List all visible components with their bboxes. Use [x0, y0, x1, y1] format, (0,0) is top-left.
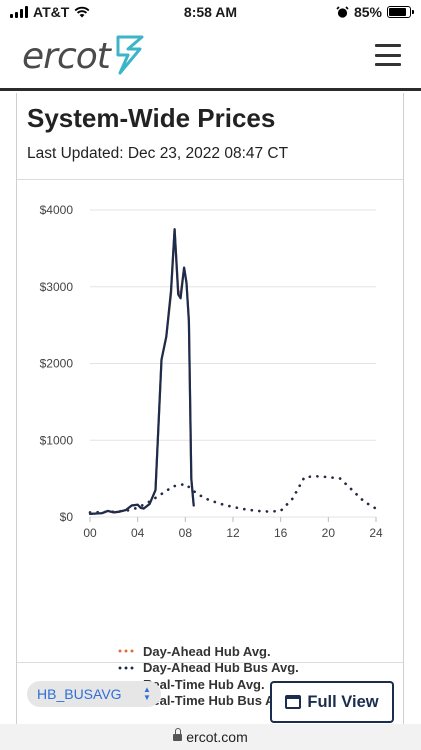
price-chart-svg: $0 $1000 $2000 $3000 $4000 00 04 08 12 16 20 24: [40, 203, 383, 540]
site-header: ercot: [0, 28, 421, 90]
chevron-updown-icon: ▲ ▼: [143, 685, 151, 702]
carrier-label: AT&T: [33, 4, 70, 20]
legend-label: Real-Time Hub Bus Avg.: [143, 693, 293, 709]
alarm-icon: [336, 5, 349, 18]
y-tick-label: $0: [60, 510, 74, 524]
window-icon: [285, 695, 302, 709]
y-tick-label: $3000: [40, 280, 74, 294]
browser-url-bar[interactable]: ercot.com: [0, 724, 421, 750]
legend-label: Real-Time Hub Avg.: [143, 676, 265, 692]
legend-item[interactable]: Day-Ahead Hub Avg.: [117, 643, 299, 660]
x-tick-label: 24: [369, 526, 383, 540]
legend-swatch: [117, 646, 135, 657]
wifi-icon: [74, 6, 90, 18]
full-view-button[interactable]: Full View: [270, 681, 394, 723]
x-tick-label: 20: [322, 526, 336, 540]
full-view-label: Full View: [307, 692, 379, 711]
signal-icon: [10, 6, 28, 18]
real-time-hub-avg-line: [88, 228, 195, 515]
logo-bolt-icon: [116, 35, 144, 74]
card-divider-bottom: [17, 662, 403, 663]
last-updated: Last Updated: Dec 23, 2022 08:47 CT: [27, 145, 289, 162]
card-divider: [17, 179, 403, 180]
legend-label: Day-Ahead Hub Avg.: [143, 643, 271, 659]
price-chart: $0 $1000 $2000 $3000 $4000 00 04 08 12 16 20 24 Day…: [17, 180, 403, 708]
header-divider: [0, 88, 421, 91]
status-right: 85%: [336, 4, 414, 20]
x-tick-label: 16: [274, 526, 288, 540]
y-tick-label: $4000: [40, 203, 74, 217]
day-ahead-hub-avg-line: [88, 475, 378, 514]
day-ahead-hub-bus-avg-line: [88, 475, 378, 514]
hamburger-menu-icon[interactable]: [375, 44, 401, 66]
legend-swatch: [117, 662, 135, 673]
legend-item[interactable]: Day-Ahead Hub Bus Avg.: [117, 660, 299, 677]
prices-card: System-Wide Prices Last Updated: Dec 23,…: [16, 93, 404, 733]
series-select[interactable]: HB_BUSAVG ▲ ▼: [27, 681, 161, 707]
clock: 8:58 AM: [183, 4, 238, 20]
card-title: System-Wide Prices: [27, 103, 276, 133]
ercot-logo[interactable]: ercot: [22, 35, 148, 77]
lock-icon: [173, 728, 183, 742]
y-tick-label: $1000: [40, 433, 74, 447]
url-domain: ercot.com: [186, 729, 248, 745]
status-left: AT&T: [10, 4, 90, 20]
x-tick-label: 00: [83, 526, 97, 540]
real-time-hub-bus-avg-line: [88, 228, 195, 515]
chart-legend: Day-Ahead Hub Avg. Day-Ahead Hub Bus Avg.…: [117, 643, 299, 709]
logo-text: ercot: [22, 36, 111, 77]
x-tick-label: 12: [226, 526, 240, 540]
series-select-value: HB_BUSAVG: [37, 686, 122, 702]
y-tick-label: $2000: [40, 357, 74, 371]
legend-label: Day-Ahead Hub Bus Avg.: [143, 660, 299, 676]
battery-percent: 85%: [353, 4, 382, 20]
x-tick-label: 04: [131, 526, 145, 540]
x-tick-label: 08: [179, 526, 193, 540]
battery-icon: [387, 6, 414, 18]
status-bar: AT&T 8:58 AM 85%: [0, 0, 421, 24]
